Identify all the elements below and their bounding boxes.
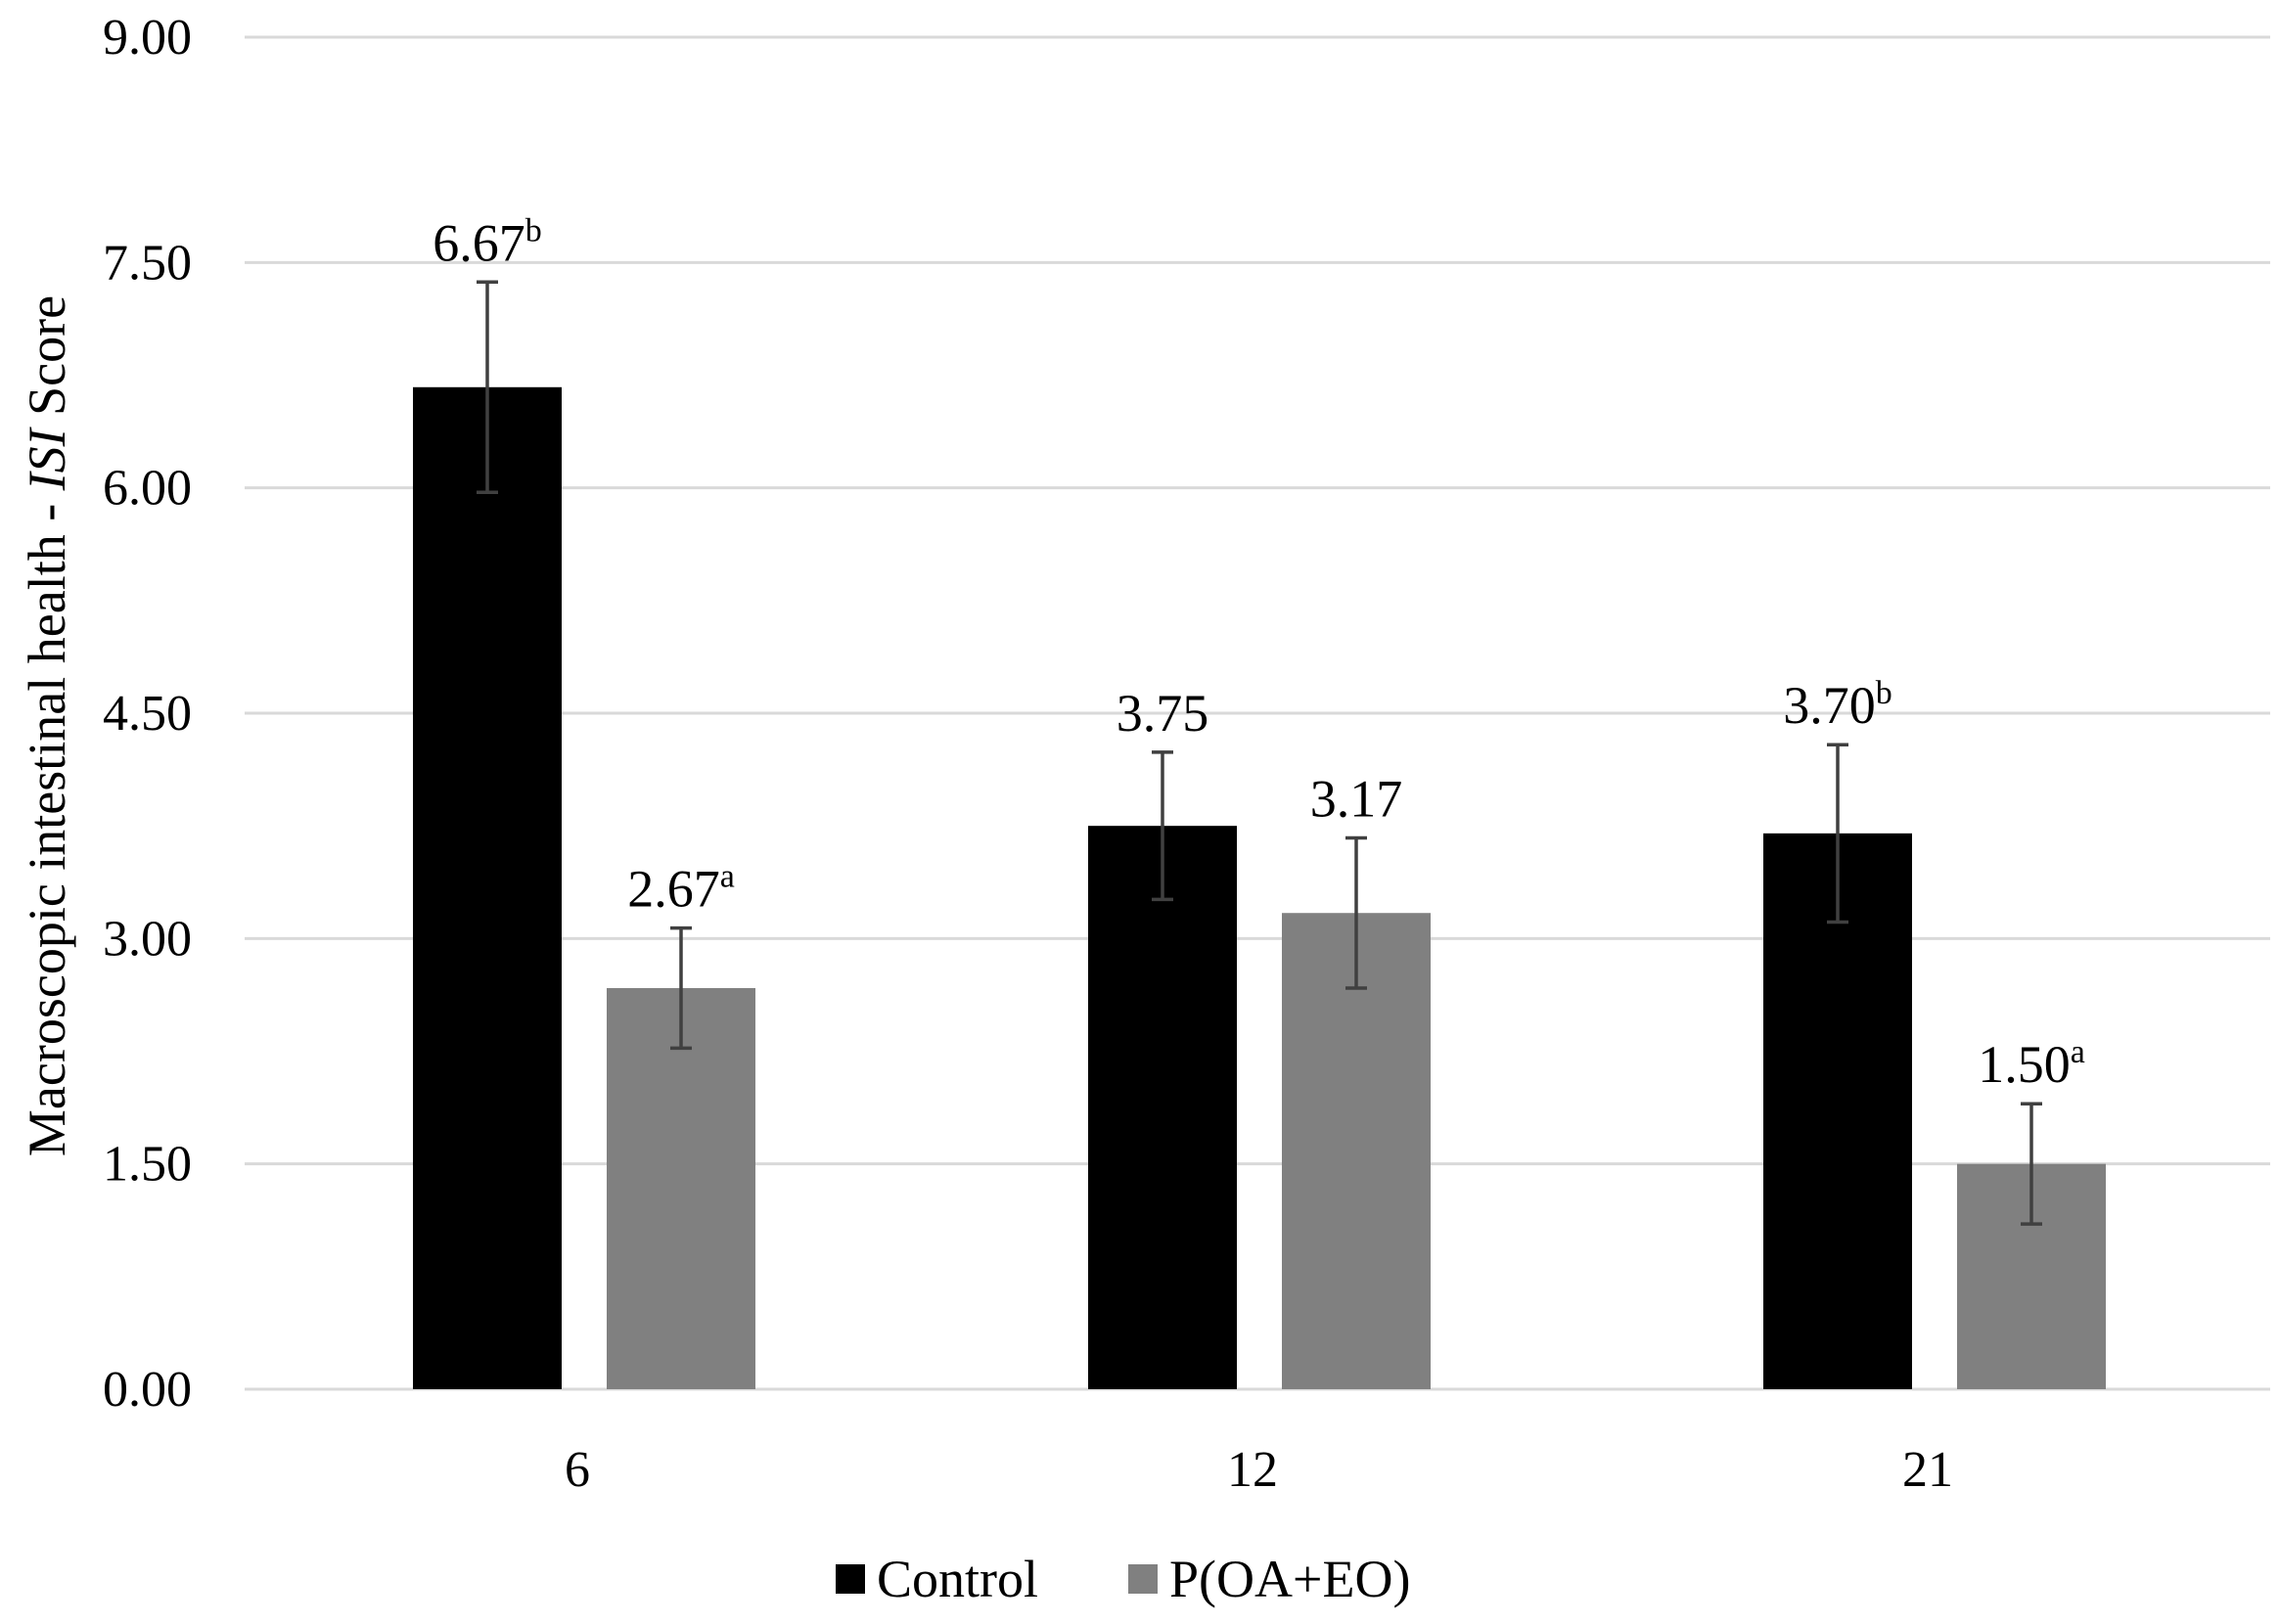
data-label-superscript: a: [2071, 1034, 2085, 1070]
y-tick-label-3: 4.50: [103, 686, 192, 742]
x-axis-ticks: 6 12 21: [565, 1442, 1953, 1498]
error-bar-poaeo-6: [670, 925, 692, 1051]
data-label-control-12: 3.75: [1117, 684, 1209, 743]
y-axis-title-italic: ISI: [18, 426, 76, 491]
gridlines: [245, 35, 2270, 1391]
error-bar-control-6: [477, 280, 498, 495]
legend-swatch-control: [836, 1564, 865, 1594]
data-label-value: 6.67: [433, 213, 525, 272]
y-tick-label-4: 6.00: [103, 461, 192, 517]
y-tick-label-1: 1.50: [103, 1137, 192, 1193]
error-bar-control-12: [1152, 750, 1173, 902]
data-label-poaeo-21: 1.50a: [1978, 1034, 2085, 1094]
bar-control-12: [1088, 826, 1237, 1389]
bar-poaeo-6: [607, 988, 755, 1389]
data-label-superscript: b: [525, 212, 542, 248]
data-label-poaeo-6: 2.67a: [627, 859, 735, 919]
x-tick-label-12: 12: [1227, 1442, 1278, 1498]
data-label-superscript: b: [1876, 675, 1892, 711]
data-label-control-6: 6.67b: [433, 212, 542, 272]
data-label-poaeo-12: 3.17: [1310, 769, 1403, 828]
error-bar-control-21: [1827, 743, 1848, 925]
x-tick-label-21: 21: [1902, 1442, 1953, 1498]
data-label-value: 3.70: [1783, 676, 1876, 735]
error-bar-poaeo-12: [1345, 835, 1367, 990]
bars: [413, 386, 2106, 1390]
y-axis-title-prefix: Macroscopic intestinal health -: [18, 490, 76, 1156]
error-bar-poaeo-21: [2021, 1102, 2042, 1226]
bar-control-6: [413, 386, 562, 1390]
data-label-value: 1.50: [1978, 1035, 2071, 1094]
data-label-value: 3.17: [1310, 769, 1403, 828]
legend-swatch-poaeo: [1128, 1564, 1158, 1594]
y-axis-title-suffix: Score: [18, 295, 76, 429]
legend-label-control: Control: [877, 1550, 1038, 1608]
legend: Control P(OA+EO): [836, 1550, 1410, 1608]
y-axis-title: Macroscopic intestinal health - ISI Scor…: [18, 295, 76, 1156]
y-axis-ticks: 0.00 1.50 3.00 4.50 6.00 7.50 9.00: [103, 10, 192, 1418]
x-tick-label-6: 6: [565, 1442, 590, 1498]
y-tick-label-2: 3.00: [103, 911, 192, 967]
error-bars: [477, 280, 2042, 1226]
y-tick-label-6: 9.00: [103, 10, 192, 66]
bar-poaeo-12: [1282, 913, 1431, 1389]
data-label-value: 3.75: [1117, 684, 1209, 743]
data-label-value: 2.67: [627, 860, 720, 919]
y-tick-label-0: 0.00: [103, 1362, 192, 1418]
legend-label-poaeo: P(OA+EO): [1169, 1550, 1410, 1608]
y-tick-label-5: 7.50: [103, 235, 192, 291]
data-label-control-21: 3.70b: [1783, 675, 1892, 735]
data-label-superscript: a: [720, 859, 735, 895]
bar-control-21: [1763, 833, 1912, 1389]
